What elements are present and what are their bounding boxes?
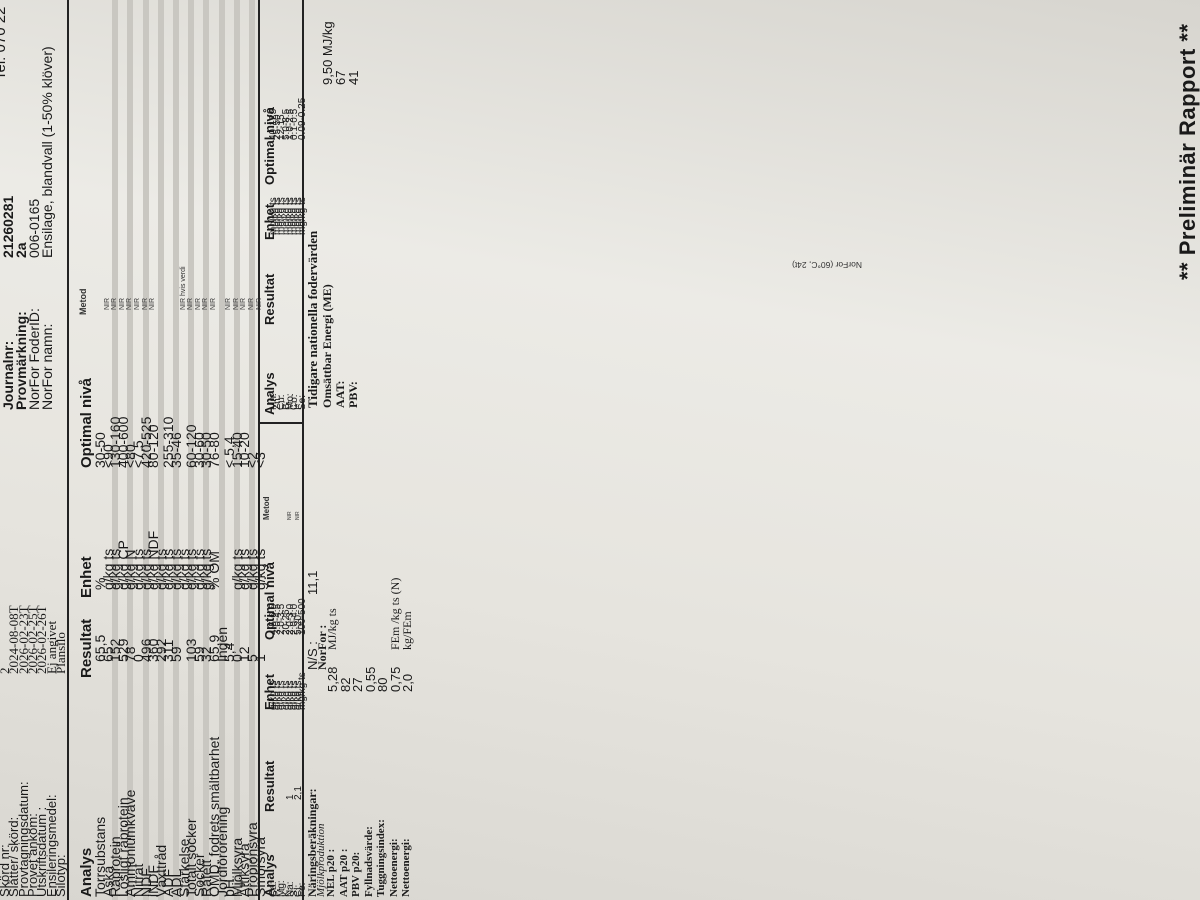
nutrition-label: Nettoenergi: xyxy=(387,838,400,897)
nutrition-label: PBV p20: xyxy=(350,851,362,897)
nutrition-label: AAT p20 : xyxy=(337,848,350,898)
mineral-method: NIR xyxy=(295,511,302,520)
section-rule-1 xyxy=(258,0,260,900)
nutrition-label: Fyllnadsvärde: xyxy=(362,826,375,897)
previous-label: PBV: xyxy=(346,381,360,408)
analysis-optimal: <3 xyxy=(251,452,268,468)
header-value: Ensilage, blandvall (1-50% klöver) xyxy=(39,46,55,258)
analysis-method: NIR xyxy=(149,297,157,310)
analysis-optimal: 80-120 xyxy=(145,424,162,468)
header-vertical-note: NorFor (60°C, 24t) xyxy=(791,260,862,270)
analysis-unit: % OM xyxy=(206,551,222,590)
mineral-result: 1 xyxy=(284,794,296,800)
analysis-method: NIR xyxy=(210,297,217,310)
mineral-header-metod: Metod xyxy=(262,496,271,520)
nutrition-label: Nettoenergi: xyxy=(400,838,412,897)
nutrition-unit: kg/FEm xyxy=(400,611,414,650)
nutrition-label: NEL p20 : xyxy=(325,848,337,897)
ns-value: 11,1 xyxy=(305,570,320,595)
mineral-unit: mg/kg ts xyxy=(297,672,309,710)
mineral-optimal: 100-500 xyxy=(297,598,309,635)
analysis-result: 59 xyxy=(168,646,184,662)
mineral-optimal: 0.1-0.5 xyxy=(289,108,300,140)
preliminary-report-stamp: ** Preliminär Rapport ** xyxy=(1175,23,1200,280)
mineral-optimal: 0.09-0.25 xyxy=(297,97,309,140)
section-divider xyxy=(258,422,302,424)
previous-title: Tidigare nationella fodervärden xyxy=(305,230,320,408)
mineral-method: NIR xyxy=(286,511,293,520)
header-rule xyxy=(67,0,69,900)
nutrition-value: 2,0 xyxy=(400,673,415,692)
nutrition-unit: MJ/kg ts xyxy=(325,608,339,650)
mineral-result: 2,1 xyxy=(293,786,305,800)
col-header-metod: Metod xyxy=(78,288,88,316)
mineral-unit: mg/kg ts xyxy=(297,197,309,235)
phone-fragment: Tel: 070 22 70 100 xyxy=(0,0,9,80)
analysis-optimal: 76-80 xyxy=(206,432,222,468)
previous-value: 41 xyxy=(346,70,361,85)
analysis-result: 1 xyxy=(251,654,268,662)
header-label: Silotyp: xyxy=(52,854,68,897)
header-label: NorFor namn: xyxy=(39,323,55,410)
mineral-header-resultat: Resultat xyxy=(262,760,277,812)
nutrition-label: Tuggningsindex: xyxy=(375,819,387,897)
mineral-header-resultat-right: Resultat xyxy=(262,273,277,325)
analysis-optimal: 35-46 xyxy=(168,432,184,468)
